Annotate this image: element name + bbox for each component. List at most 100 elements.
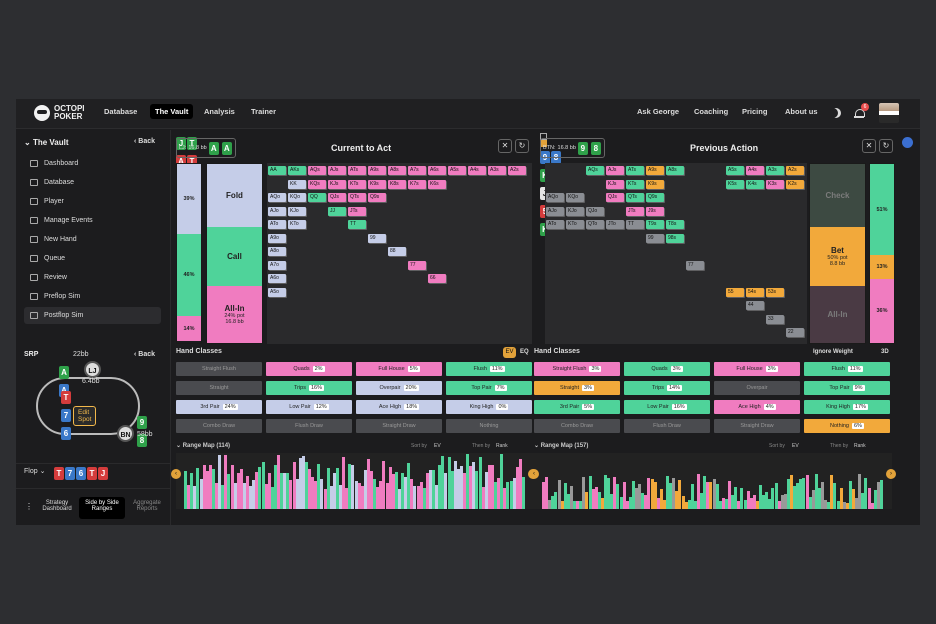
hand-cell[interactable]: Q9s [646, 193, 664, 202]
hand-class-straight[interactable]: Straight 3% [534, 381, 620, 395]
hand-cell[interactable]: K3s [766, 179, 784, 189]
hand-cell[interactable]: A9o [268, 233, 286, 243]
hand-cell[interactable]: AJs [606, 166, 624, 175]
nav-pricing[interactable]: Pricing [742, 107, 768, 116]
hand-class-combo-draw[interactable]: Combo Draw [176, 419, 262, 433]
seat-bn[interactable]: BN [117, 425, 134, 442]
range-map-title[interactable]: ⌄ Range Map (157) [534, 442, 588, 449]
hand-cell[interactable]: A8s [388, 166, 406, 175]
hand-class-flush[interactable]: Flush 11% [804, 362, 890, 376]
hand-class-straight-flush[interactable]: Straight Flush [176, 362, 262, 376]
ignore-weight-checkbox[interactable] [540, 133, 547, 140]
hand-cell[interactable]: K7s [408, 179, 426, 189]
nav-coaching[interactable]: Coaching [694, 107, 729, 116]
moon-icon[interactable] [831, 108, 841, 118]
sidebar-item-preflop-sim[interactable]: Preflop Sim [24, 288, 161, 305]
hand-cell[interactable]: K6s [428, 179, 446, 189]
globe-icon[interactable] [902, 137, 913, 148]
hand-cell[interactable]: AQs [586, 166, 604, 175]
threed-checkbox[interactable] [540, 140, 547, 147]
hand-cell[interactable]: 53s [766, 287, 784, 297]
sidebar-item-player[interactable]: Player [24, 193, 161, 210]
close-icon[interactable]: ✕ [498, 139, 512, 153]
hand-class-full-house[interactable]: Full House 5% [356, 362, 442, 376]
hand-cell[interactable]: A2s [508, 166, 526, 175]
sidebar-item-queue[interactable]: Queue [24, 250, 161, 267]
hand-cell[interactable]: A3s [766, 166, 784, 175]
eq-toggle[interactable]: EQ [520, 349, 529, 355]
hand-class-low-pair[interactable]: Low Pair 16% [624, 400, 710, 414]
sidebar-item-review[interactable]: Review [24, 269, 161, 286]
hand-cell[interactable]: JTo [606, 220, 624, 229]
hand-cell[interactable]: A3s [488, 166, 506, 175]
hand-cell[interactable]: QJs [606, 193, 624, 202]
hand-cell[interactable]: KTo [566, 220, 584, 229]
hand-cell[interactable]: TT [626, 220, 644, 229]
hand-cell[interactable]: T8s [666, 220, 684, 229]
hand-class-quads[interactable]: Quads 2% [266, 362, 352, 376]
sidebar-item-manage-events[interactable]: Manage Events [24, 212, 161, 229]
hand-cell[interactable]: KTs [348, 179, 366, 189]
hand-cell[interactable]: 33 [766, 314, 784, 324]
refresh-icon[interactable]: ↻ [879, 139, 893, 153]
hand-class-trips[interactable]: Trips 14% [624, 381, 710, 395]
hand-cell[interactable]: 88 [388, 247, 406, 256]
nav-analysis[interactable]: Analysis [204, 107, 235, 116]
tool-aggregate-reports[interactable]: Aggregate Reports [133, 500, 161, 512]
hand-class-straight-flush[interactable]: Straight Flush 3% [534, 362, 620, 376]
hand-cell[interactable]: K9s [368, 179, 386, 189]
hand-cell[interactable]: J9s [646, 206, 664, 216]
hand-cell[interactable]: 44 [746, 301, 764, 310]
hand-cell[interactable]: AA [268, 166, 286, 175]
action-call[interactable]: Call [207, 226, 262, 286]
hand-class-quads[interactable]: Quads 3% [624, 362, 710, 376]
hand-cell[interactable]: AKs [288, 166, 306, 175]
sidebar-item-new-hand[interactable]: New Hand [24, 231, 161, 248]
hand-cell[interactable]: A9s [646, 166, 664, 175]
hand-cell[interactable]: A5s [726, 166, 744, 175]
hand-cell[interactable]: AQo [546, 193, 564, 202]
hand-cell[interactable]: 66 [428, 274, 446, 283]
more-icon[interactable]: ⋮ [25, 502, 33, 511]
hand-cell[interactable]: KQs [308, 179, 326, 189]
street-select[interactable]: Flop ⌄ [24, 467, 45, 475]
edit-spot-button[interactable]: Edit Spot [73, 406, 97, 426]
sidebar-item-postflop-sim[interactable]: Postflop Sim [24, 307, 161, 324]
hand-cell[interactable]: T9s [646, 220, 664, 229]
hand-cell[interactable]: KTs [626, 179, 644, 189]
ev-toggle[interactable]: EV [503, 347, 516, 358]
hand-cell[interactable]: QJo [586, 206, 604, 216]
hand-class-nothing[interactable]: Nothing [446, 419, 532, 433]
range-right-arrow[interactable]: › [886, 469, 896, 479]
hand-class-low-pair[interactable]: Low Pair 12% [266, 400, 352, 414]
sort-value[interactable]: EV [792, 443, 799, 449]
hand-class-3rd-pair[interactable]: 3rd Pair 5% [534, 400, 620, 414]
hand-cell[interactable]: A2s [786, 166, 804, 175]
nav-database[interactable]: Database [104, 107, 138, 116]
hand-class-straight-draw[interactable]: Straight Draw [356, 419, 442, 433]
hand-class-king-high[interactable]: King High 17% [804, 400, 890, 414]
hand-class-flush-draw[interactable]: Flush Draw [624, 419, 710, 433]
refresh-icon[interactable]: ↻ [515, 139, 529, 153]
hand-cell[interactable]: A6o [268, 274, 286, 283]
then-value[interactable]: Rank [854, 443, 866, 449]
nav-the-vault[interactable]: The Vault [150, 104, 194, 119]
hand-cell[interactable]: A8o [268, 247, 286, 256]
action-check[interactable]: Check [810, 164, 865, 227]
hand-cell[interactable]: JTs [348, 206, 366, 216]
hand-cell[interactable]: A4s [468, 166, 486, 175]
action-allin[interactable]: All-In [810, 285, 865, 343]
hand-cell[interactable]: ATs [348, 166, 366, 175]
hand-cell[interactable]: Q9s [368, 193, 386, 202]
seat-lj[interactable]: LJ [84, 361, 101, 378]
sidebar-item-dashboard[interactable]: Dashboard [24, 155, 161, 172]
tool-strategy-dashboard[interactable]: Strategy Dashboard [42, 500, 72, 512]
hand-cell[interactable]: KJo [566, 206, 584, 216]
hand-cell[interactable]: ATo [268, 220, 286, 229]
then-value[interactable]: Rank [496, 443, 508, 449]
sort-value[interactable]: EV [434, 443, 441, 449]
hand-cell[interactable]: KJo [288, 206, 306, 216]
hand-cell[interactable]: QQ [308, 193, 326, 202]
hand-cell[interactable]: K9s [646, 179, 664, 189]
hand-cell[interactable]: A7s [408, 166, 426, 175]
